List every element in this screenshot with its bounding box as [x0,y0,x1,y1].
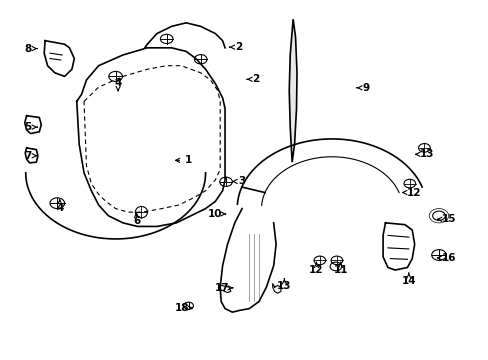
Text: 3: 3 [232,176,244,186]
Text: 9: 9 [356,83,369,93]
Text: 13: 13 [415,149,433,159]
Text: 2: 2 [229,42,242,52]
Text: 12: 12 [308,262,323,275]
Text: 7: 7 [24,151,37,161]
Text: 5: 5 [24,122,37,132]
Text: 12: 12 [402,188,420,198]
Text: 13: 13 [277,279,291,292]
Text: 18: 18 [175,303,192,313]
Text: 14: 14 [401,273,415,286]
Text: 8: 8 [24,44,37,54]
Text: 4: 4 [114,78,122,91]
Text: 2: 2 [246,74,259,84]
Text: 11: 11 [333,262,347,275]
Text: 16: 16 [437,253,455,263]
Text: 6: 6 [133,213,140,226]
Text: 15: 15 [437,214,455,224]
Text: 4: 4 [56,200,63,213]
Text: 1: 1 [175,156,192,165]
Polygon shape [288,19,296,162]
Text: 17: 17 [215,283,232,293]
Text: 10: 10 [208,209,225,219]
